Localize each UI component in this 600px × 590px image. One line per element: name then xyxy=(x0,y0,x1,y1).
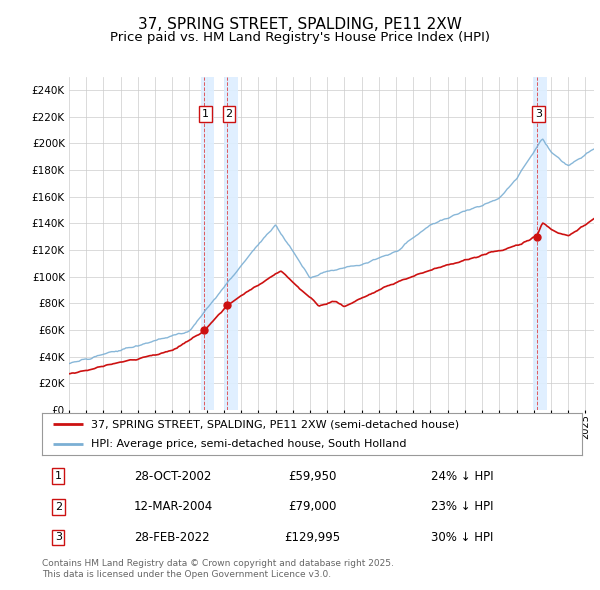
Text: Price paid vs. HM Land Registry's House Price Index (HPI): Price paid vs. HM Land Registry's House … xyxy=(110,31,490,44)
Text: £59,950: £59,950 xyxy=(288,470,336,483)
Bar xyxy=(224,77,238,410)
Text: 23% ↓ HPI: 23% ↓ HPI xyxy=(431,500,493,513)
Text: 1: 1 xyxy=(55,471,62,481)
Text: Contains HM Land Registry data © Crown copyright and database right 2025.
This d: Contains HM Land Registry data © Crown c… xyxy=(42,559,394,579)
Text: 28-FEB-2022: 28-FEB-2022 xyxy=(134,531,209,544)
Text: 37, SPRING STREET, SPALDING, PE11 2XW (semi-detached house): 37, SPRING STREET, SPALDING, PE11 2XW (s… xyxy=(91,419,459,430)
Text: HPI: Average price, semi-detached house, South Holland: HPI: Average price, semi-detached house,… xyxy=(91,439,406,449)
Bar xyxy=(200,77,214,410)
Text: 30% ↓ HPI: 30% ↓ HPI xyxy=(431,531,493,544)
Text: 1: 1 xyxy=(202,109,209,119)
Text: 28-OCT-2002: 28-OCT-2002 xyxy=(134,470,211,483)
Text: 2: 2 xyxy=(226,109,232,119)
Bar xyxy=(533,77,547,410)
Text: 3: 3 xyxy=(55,532,62,542)
Text: 24% ↓ HPI: 24% ↓ HPI xyxy=(431,470,493,483)
Text: £79,000: £79,000 xyxy=(288,500,336,513)
Text: 12-MAR-2004: 12-MAR-2004 xyxy=(134,500,213,513)
Text: 2: 2 xyxy=(55,502,62,512)
Text: £129,995: £129,995 xyxy=(284,531,340,544)
Text: 37, SPRING STREET, SPALDING, PE11 2XW: 37, SPRING STREET, SPALDING, PE11 2XW xyxy=(138,17,462,32)
Text: 3: 3 xyxy=(535,109,542,119)
